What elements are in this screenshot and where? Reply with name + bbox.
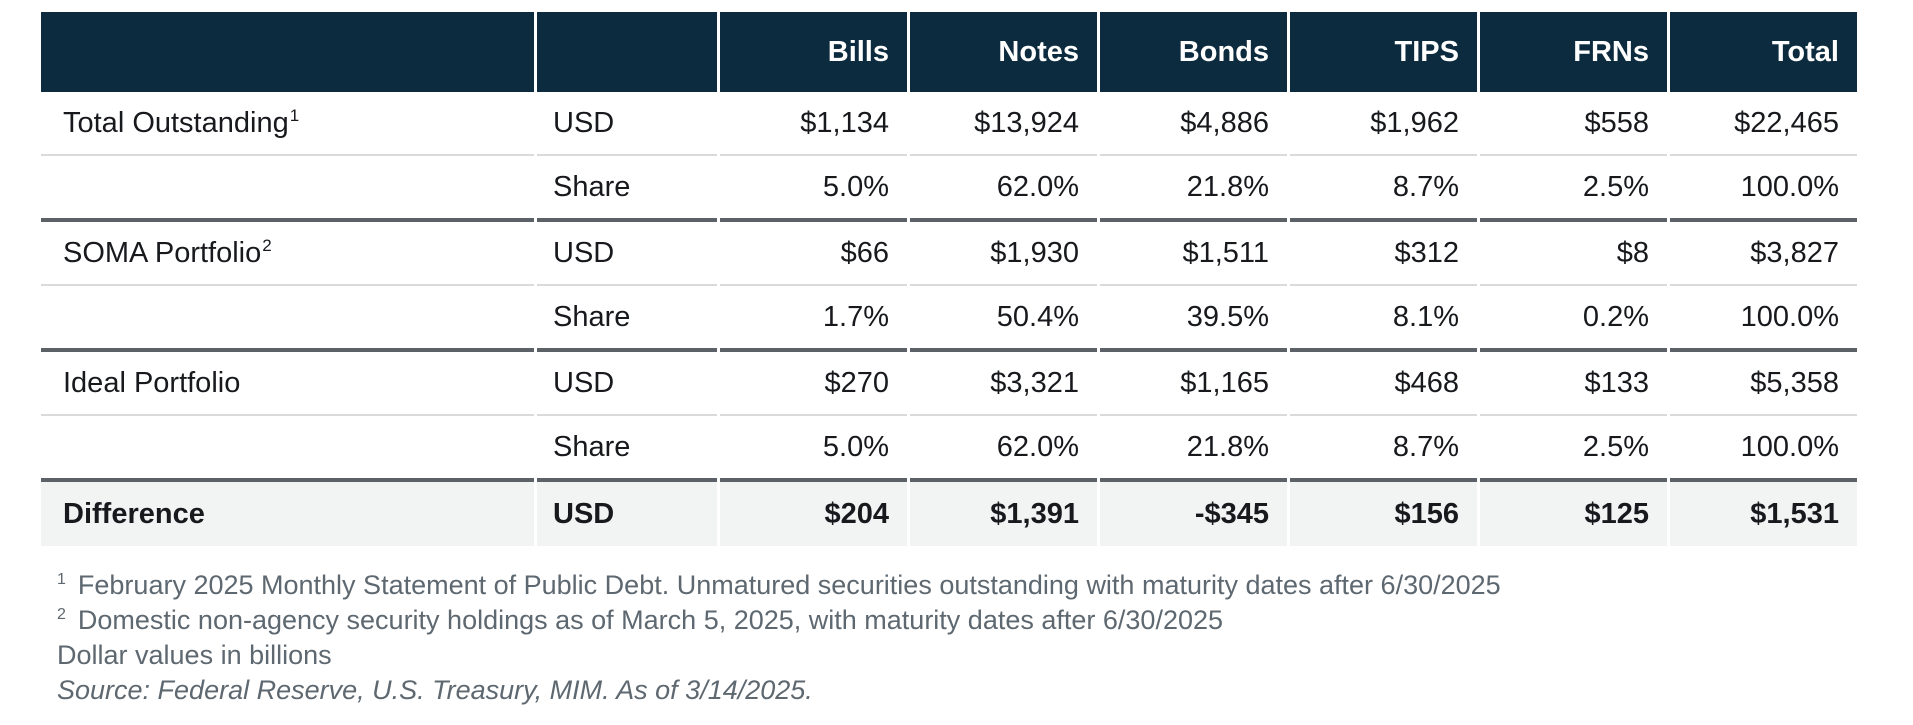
row-label-cell [41, 156, 534, 222]
row-label: Total Outstanding [63, 106, 289, 139]
value-cell-tips: $468 [1290, 352, 1477, 416]
row-unit-cell: USD [537, 352, 717, 416]
row-label-cell [41, 416, 534, 482]
value-cell-bonds: $1,165 [1100, 352, 1287, 416]
footnote-text: Domestic non-agency security holdings as… [77, 605, 1224, 635]
table-row: Total Outstanding1 USD $1,134 $13,924 $4,886… [41, 92, 1857, 156]
row-unit-cell: Share [537, 156, 717, 222]
treasury-portfolio-table-container: Bills Notes Bonds TIPS FRNs Total Total Outst… [38, 12, 1860, 708]
row-label: SOMA Portfolio [63, 236, 262, 269]
value-cell-tips: 8.7% [1290, 156, 1477, 222]
footnote-marker: 2 [57, 606, 66, 623]
value-cell-notes: 62.0% [910, 416, 1097, 482]
value-cell-bills: $270 [720, 352, 907, 416]
value-cell-notes: 62.0% [910, 156, 1097, 222]
row-unit-cell: USD [537, 92, 717, 156]
footnote-line: Dollar values in billions [57, 638, 1860, 673]
value-cell-bills: 1.7% [720, 286, 907, 352]
value-cell-bonds: $4,886 [1100, 92, 1287, 156]
header-row: Bills Notes Bonds TIPS FRNs Total [41, 12, 1857, 92]
value-cell-total: $22,465 [1670, 92, 1857, 156]
table-row: Ideal Portfolio USD $270 $3,321 $1,165 $468 $1… [41, 352, 1857, 416]
treasury-portfolio-table: Bills Notes Bonds TIPS FRNs Total Total Outst… [38, 12, 1860, 546]
row-unit-cell: USD [537, 222, 717, 286]
value-cell-notes: $3,321 [910, 352, 1097, 416]
value-cell-tips: 8.1% [1290, 286, 1477, 352]
value-cell-bills: 5.0% [720, 156, 907, 222]
difference-row: Difference USD $204 $1,391 -$345 $156 $125 $1,5… [41, 482, 1857, 546]
footnote-text: February 2025 Monthly Statement of Publi… [77, 570, 1501, 600]
column-header-bills: Bills [720, 12, 907, 92]
footnote-line: 1 February 2025 Monthly Statement of Publ… [57, 568, 1860, 603]
value-cell-bills: 5.0% [720, 416, 907, 482]
row-label: Ideal Portfolio [63, 366, 241, 399]
row-unit-cell: Share [537, 286, 717, 352]
value-cell-notes: 50.4% [910, 286, 1097, 352]
column-header-blank-unit [537, 12, 717, 92]
row-label-cell: SOMA Portfolio2 [41, 222, 534, 286]
value-cell-frns: 2.5% [1480, 156, 1667, 222]
value-cell-total: 100.0% [1670, 286, 1857, 352]
table-row: SOMA Portfolio2 USD $66 $1,930 $1,511 $312 $8 $… [41, 222, 1857, 286]
value-cell-bonds: -$345 [1100, 482, 1287, 546]
row-unit-cell: Share [537, 416, 717, 482]
row-label: Difference [63, 497, 205, 530]
footnote-line: 2 Domestic non-agency security holdings a… [57, 603, 1860, 638]
column-header-bonds: Bonds [1100, 12, 1287, 92]
value-cell-notes: $1,391 [910, 482, 1097, 546]
row-label-cell: Difference [41, 482, 534, 546]
value-cell-bills: $204 [720, 482, 907, 546]
value-cell-frns: 0.2% [1480, 286, 1667, 352]
value-cell-notes: $1,930 [910, 222, 1097, 286]
value-cell-frns: 2.5% [1480, 416, 1667, 482]
value-cell-total: 100.0% [1670, 416, 1857, 482]
column-header-notes: Notes [910, 12, 1097, 92]
value-cell-tips: 8.7% [1290, 416, 1477, 482]
footnote-marker: 1 [57, 571, 66, 588]
value-cell-total: $1,531 [1670, 482, 1857, 546]
value-cell-tips: $156 [1290, 482, 1477, 546]
footnote-text: Source: Federal Reserve, U.S. Treasury, … [57, 675, 813, 705]
value-cell-frns: $8 [1480, 222, 1667, 286]
value-cell-bills: $66 [720, 222, 907, 286]
value-cell-notes: $13,924 [910, 92, 1097, 156]
column-header-tips: TIPS [1290, 12, 1477, 92]
value-cell-frns: $558 [1480, 92, 1667, 156]
value-cell-tips: $1,962 [1290, 92, 1477, 156]
footnote-line: Source: Federal Reserve, U.S. Treasury, … [57, 673, 1860, 708]
value-cell-bonds: 39.5% [1100, 286, 1287, 352]
value-cell-total: 100.0% [1670, 156, 1857, 222]
value-cell-bonds: $1,511 [1100, 222, 1287, 286]
value-cell-bonds: 21.8% [1100, 416, 1287, 482]
value-cell-total: $5,358 [1670, 352, 1857, 416]
value-cell-bonds: 21.8% [1100, 156, 1287, 222]
value-cell-tips: $312 [1290, 222, 1477, 286]
column-header-total: Total [1670, 12, 1857, 92]
row-label-cell: Total Outstanding1 [41, 92, 534, 156]
value-cell-frns: $125 [1480, 482, 1667, 546]
value-cell-total: $3,827 [1670, 222, 1857, 286]
row-label-cell: Ideal Portfolio [41, 352, 534, 416]
footnote-marker: 2 [262, 235, 272, 255]
row-unit-cell: USD [537, 482, 717, 546]
footnote-text: Dollar values in billions [57, 640, 332, 670]
footnotes: 1 February 2025 Monthly Statement of Publ… [57, 568, 1860, 708]
footnote-marker: 1 [289, 105, 300, 125]
row-label-cell [41, 286, 534, 352]
table-row: Share 5.0% 62.0% 21.8% 8.7% 2.5% 100.0% [41, 156, 1857, 222]
table-row: Share 1.7% 50.4% 39.5% 8.1% 0.2% 100.0% [41, 286, 1857, 352]
column-header-frns: FRNs [1480, 12, 1667, 92]
column-header-blank-label [41, 12, 534, 92]
value-cell-bills: $1,134 [720, 92, 907, 156]
value-cell-frns: $133 [1480, 352, 1667, 416]
table-row: Share 5.0% 62.0% 21.8% 8.7% 2.5% 100.0% [41, 416, 1857, 482]
